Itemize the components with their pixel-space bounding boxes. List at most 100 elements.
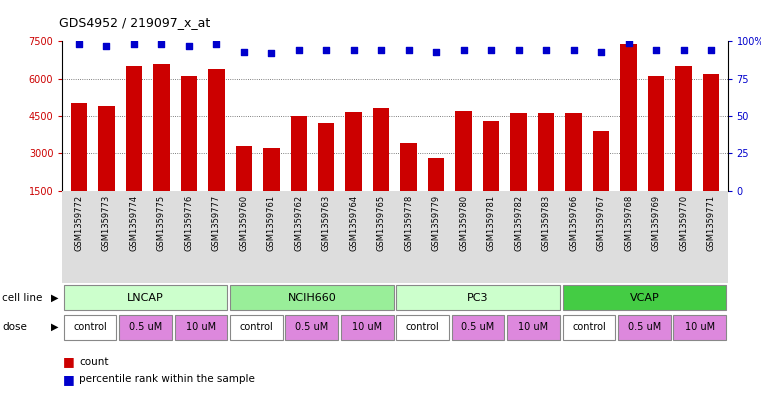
Text: percentile rank within the sample: percentile rank within the sample	[79, 374, 255, 384]
Text: GSM1359777: GSM1359777	[212, 195, 221, 252]
Point	[237, 49, 250, 55]
Bar	[538, 114, 554, 191]
Bar	[153, 64, 170, 191]
Bar	[230, 285, 393, 310]
Point	[348, 47, 360, 53]
Point	[183, 42, 195, 49]
Bar	[263, 148, 279, 191]
Text: GSM1359763: GSM1359763	[322, 195, 331, 252]
Bar	[318, 123, 335, 191]
Bar	[345, 112, 362, 191]
Bar	[620, 44, 637, 191]
Text: ■: ■	[62, 355, 74, 368]
Bar	[400, 143, 417, 191]
Text: NCIH660: NCIH660	[288, 293, 336, 303]
Bar	[230, 315, 283, 340]
Text: GSM1359779: GSM1359779	[431, 195, 441, 252]
Text: 0.5 uM: 0.5 uM	[129, 322, 162, 332]
Bar	[126, 66, 142, 191]
Bar	[236, 146, 252, 191]
Bar	[291, 116, 307, 191]
Text: cell line: cell line	[2, 293, 43, 303]
Bar	[180, 76, 197, 191]
Text: GSM1359778: GSM1359778	[404, 195, 413, 252]
Text: ▶: ▶	[51, 293, 59, 303]
Text: control: control	[406, 322, 440, 332]
Text: GSM1359782: GSM1359782	[514, 195, 523, 252]
Bar	[648, 76, 664, 191]
Bar	[98, 106, 115, 191]
Text: GSM1359770: GSM1359770	[679, 195, 688, 252]
Text: VCAP: VCAP	[629, 293, 659, 303]
Bar	[396, 315, 449, 340]
Text: 0.5 uM: 0.5 uM	[295, 322, 329, 332]
Bar	[675, 66, 692, 191]
Point	[155, 41, 167, 48]
Point	[320, 47, 333, 53]
Text: GSM1359767: GSM1359767	[597, 195, 606, 252]
Text: control: control	[572, 322, 606, 332]
Point	[403, 47, 415, 53]
Point	[430, 49, 442, 55]
Text: GSM1359762: GSM1359762	[295, 195, 304, 252]
Text: GDS4952 / 219097_x_at: GDS4952 / 219097_x_at	[59, 17, 210, 29]
Bar	[702, 73, 719, 191]
Text: 0.5 uM: 0.5 uM	[461, 322, 495, 332]
Bar	[452, 315, 505, 340]
Bar	[565, 114, 582, 191]
Point	[128, 41, 140, 48]
Text: GSM1359774: GSM1359774	[129, 195, 139, 252]
Text: ▶: ▶	[51, 322, 59, 332]
Text: count: count	[79, 356, 109, 367]
Text: 10 uM: 10 uM	[518, 322, 549, 332]
Bar	[507, 315, 560, 340]
Bar	[285, 315, 338, 340]
Bar	[341, 315, 393, 340]
Bar	[119, 315, 172, 340]
Text: control: control	[240, 322, 273, 332]
Text: GSM1359781: GSM1359781	[486, 195, 495, 252]
Point	[513, 47, 525, 53]
Bar	[174, 315, 228, 340]
Bar	[71, 103, 88, 191]
Text: GSM1359760: GSM1359760	[239, 195, 248, 252]
Text: 0.5 uM: 0.5 uM	[628, 322, 661, 332]
Text: 10 uM: 10 uM	[685, 322, 715, 332]
Bar	[618, 315, 670, 340]
Text: control: control	[73, 322, 107, 332]
Text: GSM1359780: GSM1359780	[459, 195, 468, 252]
Point	[265, 50, 277, 56]
Text: LNCAP: LNCAP	[127, 293, 164, 303]
Bar	[455, 111, 472, 191]
Text: GSM1359776: GSM1359776	[184, 195, 193, 252]
Text: GSM1359775: GSM1359775	[157, 195, 166, 252]
Bar	[64, 285, 228, 310]
Point	[485, 47, 497, 53]
Text: GSM1359773: GSM1359773	[102, 195, 111, 252]
Point	[540, 47, 552, 53]
Point	[100, 42, 113, 49]
Point	[595, 49, 607, 55]
Point	[375, 47, 387, 53]
Text: GSM1359768: GSM1359768	[624, 195, 633, 252]
Point	[210, 41, 222, 48]
Text: GSM1359769: GSM1359769	[651, 195, 661, 252]
Bar	[562, 315, 616, 340]
Point	[650, 47, 662, 53]
Text: 10 uM: 10 uM	[186, 322, 216, 332]
Point	[677, 47, 689, 53]
Bar	[673, 315, 726, 340]
Text: GSM1359772: GSM1359772	[75, 195, 84, 252]
Bar	[64, 315, 116, 340]
Text: GSM1359764: GSM1359764	[349, 195, 358, 252]
Bar	[208, 69, 224, 191]
Bar	[511, 114, 527, 191]
Text: GSM1359761: GSM1359761	[267, 195, 275, 252]
Point	[622, 40, 635, 46]
Point	[705, 47, 717, 53]
Point	[457, 47, 470, 53]
Text: GSM1359771: GSM1359771	[706, 195, 715, 252]
Bar	[562, 285, 726, 310]
Text: GSM1359765: GSM1359765	[377, 195, 386, 252]
Point	[73, 41, 85, 48]
